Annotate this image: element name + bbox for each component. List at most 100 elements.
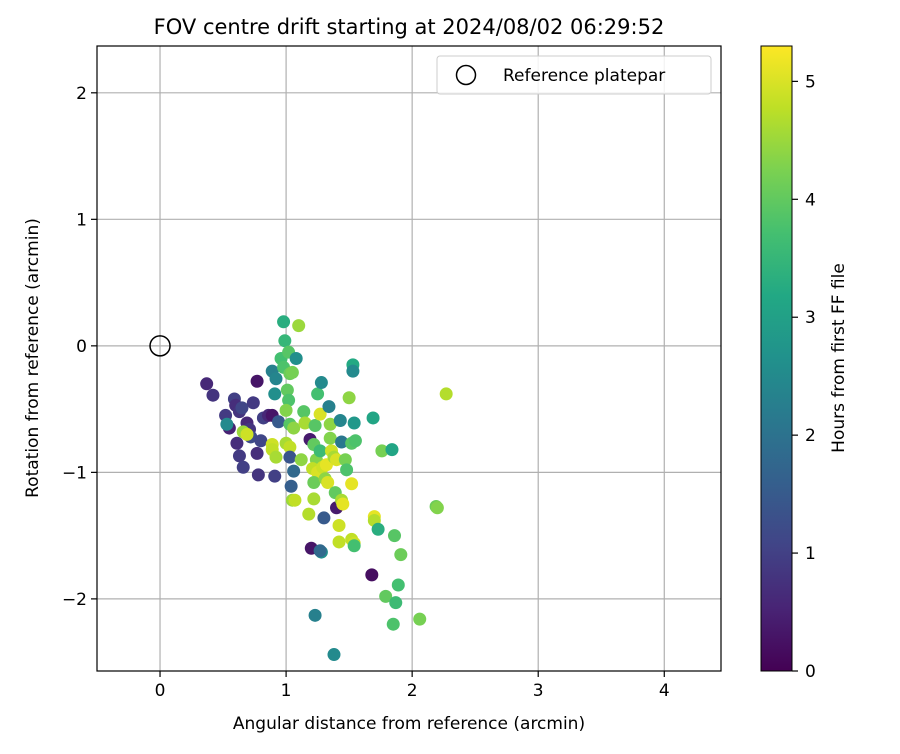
data-point bbox=[240, 427, 254, 441]
data-point bbox=[294, 453, 308, 467]
plot-frame bbox=[96, 45, 722, 672]
data-point bbox=[220, 417, 234, 431]
data-point bbox=[430, 501, 444, 515]
data-point bbox=[313, 544, 327, 558]
data-point bbox=[365, 568, 379, 582]
x-tick-label: 3 bbox=[533, 681, 544, 701]
data-point bbox=[269, 450, 283, 464]
data-point bbox=[340, 463, 354, 477]
data-point bbox=[250, 374, 264, 388]
data-point bbox=[314, 376, 328, 390]
data-point bbox=[251, 468, 265, 482]
data-point bbox=[200, 377, 214, 391]
x-tick-label: 4 bbox=[659, 681, 670, 701]
data-point bbox=[322, 400, 336, 414]
colorbar-gradient bbox=[760, 45, 793, 672]
data-point bbox=[308, 608, 322, 622]
data-point bbox=[321, 475, 335, 489]
data-point bbox=[388, 529, 402, 543]
data-point bbox=[307, 475, 321, 489]
chart-title: FOV centre drift starting at 2024/08/02 … bbox=[154, 15, 665, 39]
x-tick-label: 0 bbox=[155, 681, 166, 701]
data-point bbox=[332, 535, 346, 549]
data-point bbox=[246, 396, 260, 410]
data-point bbox=[292, 319, 306, 333]
data-point bbox=[282, 393, 296, 407]
data-point bbox=[268, 469, 282, 483]
reference-marker bbox=[149, 335, 171, 357]
legend-label: Reference platepar bbox=[503, 66, 665, 86]
data-point bbox=[250, 446, 264, 460]
colorbar-tick-label: 0 bbox=[805, 662, 816, 682]
y-axis-label: Rotation from reference (arcmin) bbox=[23, 218, 43, 498]
colorbar-tick-label: 3 bbox=[805, 308, 816, 328]
data-point bbox=[346, 364, 360, 378]
data-point bbox=[375, 444, 389, 458]
data-point bbox=[297, 405, 311, 419]
data-point bbox=[311, 387, 325, 401]
colorbar-label: Hours from first FF file bbox=[829, 263, 849, 453]
data-point bbox=[235, 401, 249, 415]
data-point bbox=[327, 648, 341, 662]
data-point bbox=[333, 413, 347, 427]
data-point bbox=[338, 453, 352, 467]
data-point bbox=[278, 334, 292, 348]
data-point bbox=[347, 416, 361, 430]
data-point bbox=[302, 507, 316, 521]
x-axis-ticks: 0 1 2 3 4 bbox=[155, 671, 670, 701]
x-tick-label: 1 bbox=[281, 681, 292, 701]
legend-marker-icon bbox=[455, 64, 477, 86]
grid bbox=[97, 46, 721, 671]
data-point bbox=[389, 596, 403, 610]
data-point bbox=[298, 416, 312, 430]
y-tick-label: −2 bbox=[62, 590, 87, 610]
data-point bbox=[272, 415, 286, 429]
data-point bbox=[413, 612, 427, 626]
data-point bbox=[279, 403, 293, 417]
data-point bbox=[268, 387, 282, 401]
data-point bbox=[391, 578, 405, 592]
x-tick-label: 2 bbox=[407, 681, 418, 701]
y-axis-ticks: −2 −1 0 1 2 bbox=[62, 84, 97, 610]
data-point bbox=[232, 449, 246, 463]
legend-box bbox=[436, 55, 712, 95]
x-axis-label: Angular distance from reference (arcmin) bbox=[233, 714, 585, 734]
data-point bbox=[439, 387, 453, 401]
data-point bbox=[332, 519, 346, 533]
data-point bbox=[206, 388, 220, 402]
y-tick-label: 2 bbox=[76, 84, 87, 104]
data-point bbox=[336, 497, 350, 511]
data-point bbox=[307, 492, 321, 506]
data-point bbox=[284, 479, 298, 493]
data-point bbox=[236, 460, 250, 474]
data-point bbox=[289, 352, 303, 365]
data-point bbox=[379, 589, 393, 603]
data-point bbox=[308, 419, 322, 433]
data-point bbox=[313, 444, 327, 458]
reference-platepar-point bbox=[149, 335, 171, 357]
colorbar-tick-label: 5 bbox=[805, 72, 816, 92]
data-point bbox=[269, 372, 283, 386]
y-tick-label: 1 bbox=[76, 210, 87, 230]
colorbar: 0 1 2 3 4 5 Hours from first FF file bbox=[760, 45, 849, 682]
y-tick-label: 0 bbox=[76, 337, 87, 357]
y-tick-label: −1 bbox=[62, 463, 87, 483]
colorbar-tick-label: 1 bbox=[805, 544, 816, 564]
colorbar-tick-label: 2 bbox=[805, 426, 816, 446]
data-point bbox=[348, 434, 362, 448]
data-point bbox=[342, 391, 356, 405]
data-point bbox=[287, 421, 301, 435]
data-point bbox=[366, 411, 380, 425]
data-point bbox=[394, 548, 408, 562]
data-point bbox=[386, 617, 400, 631]
data-point bbox=[277, 315, 291, 329]
data-point bbox=[385, 443, 399, 457]
data-point bbox=[287, 464, 301, 478]
data-point bbox=[323, 431, 337, 445]
data-point bbox=[323, 417, 337, 431]
data-point bbox=[283, 450, 297, 464]
colorbar-ticks: 0 1 2 3 4 5 bbox=[792, 72, 816, 682]
data-point bbox=[313, 407, 327, 421]
data-point bbox=[283, 440, 297, 454]
